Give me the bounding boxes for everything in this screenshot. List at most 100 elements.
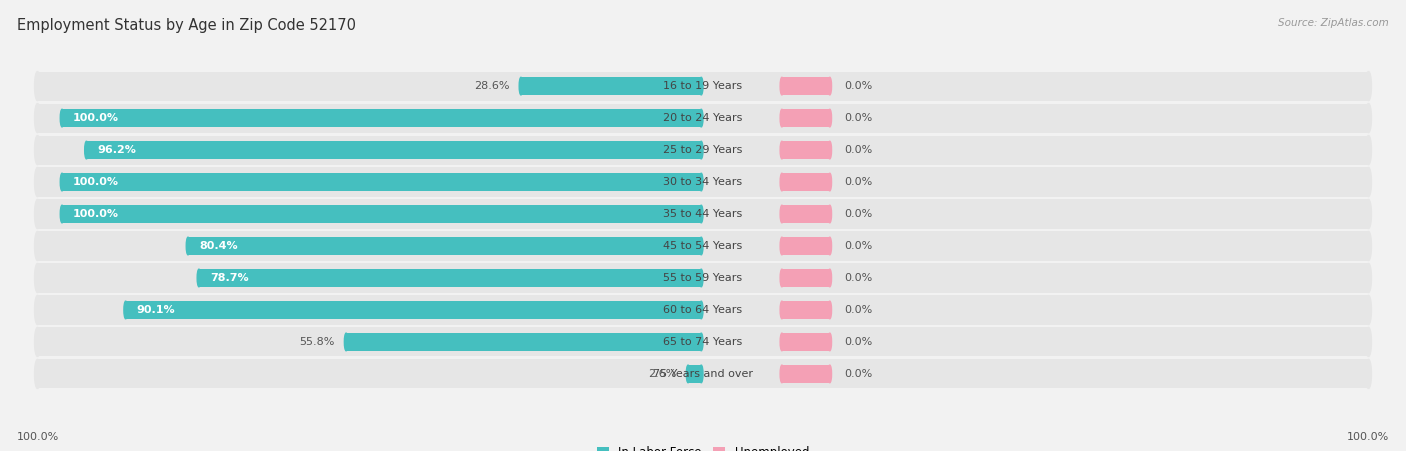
Circle shape [828,333,831,351]
FancyBboxPatch shape [782,333,830,351]
Text: 0.0%: 0.0% [845,369,873,379]
Text: 0.0%: 0.0% [845,305,873,315]
FancyBboxPatch shape [346,333,702,351]
Circle shape [780,237,783,255]
Circle shape [60,109,63,127]
Text: Employment Status by Age in Zip Code 52170: Employment Status by Age in Zip Code 521… [17,18,356,33]
Text: 0.0%: 0.0% [845,209,873,219]
FancyBboxPatch shape [86,141,702,159]
Circle shape [699,141,703,159]
FancyBboxPatch shape [688,365,702,383]
FancyBboxPatch shape [38,231,1368,261]
Circle shape [699,77,703,95]
Text: 0.0%: 0.0% [845,337,873,347]
FancyBboxPatch shape [782,141,830,159]
Text: 65 to 74 Years: 65 to 74 Years [664,337,742,347]
Circle shape [699,109,703,127]
Circle shape [780,269,783,287]
Circle shape [35,231,41,261]
FancyBboxPatch shape [38,263,1368,293]
Circle shape [780,109,783,127]
Circle shape [780,205,783,223]
Circle shape [780,301,783,319]
Text: 0.0%: 0.0% [845,177,873,187]
FancyBboxPatch shape [782,109,830,127]
FancyBboxPatch shape [62,205,702,223]
Circle shape [699,269,703,287]
FancyBboxPatch shape [38,327,1368,356]
Circle shape [124,301,128,319]
Circle shape [828,237,831,255]
Circle shape [84,141,89,159]
Text: 100.0%: 100.0% [1347,432,1389,442]
Circle shape [1365,231,1371,261]
Text: 0.0%: 0.0% [845,273,873,283]
FancyBboxPatch shape [782,301,830,319]
Circle shape [1365,263,1371,293]
Circle shape [699,173,703,191]
Text: 100.0%: 100.0% [73,177,120,187]
Text: 0.0%: 0.0% [845,81,873,91]
Circle shape [35,295,41,325]
Text: 78.7%: 78.7% [209,273,249,283]
Circle shape [35,263,41,293]
Circle shape [1365,359,1371,388]
Text: 0.0%: 0.0% [845,145,873,155]
Circle shape [686,365,690,383]
Circle shape [828,109,831,127]
Circle shape [197,269,201,287]
Circle shape [828,141,831,159]
FancyBboxPatch shape [38,167,1368,197]
Circle shape [780,365,783,383]
FancyBboxPatch shape [125,301,702,319]
Circle shape [828,77,831,95]
FancyBboxPatch shape [38,72,1368,101]
Text: 100.0%: 100.0% [73,209,120,219]
Circle shape [828,269,831,287]
FancyBboxPatch shape [782,173,830,191]
Text: 2.6%: 2.6% [648,369,676,379]
Circle shape [186,237,190,255]
Text: 90.1%: 90.1% [136,305,176,315]
Text: 80.4%: 80.4% [200,241,238,251]
Text: 55 to 59 Years: 55 to 59 Years [664,273,742,283]
Circle shape [60,173,63,191]
Circle shape [699,301,703,319]
FancyBboxPatch shape [38,104,1368,133]
Circle shape [1365,72,1371,101]
Circle shape [780,333,783,351]
Circle shape [1365,135,1371,165]
FancyBboxPatch shape [188,237,702,255]
Circle shape [35,72,41,101]
Text: 60 to 64 Years: 60 to 64 Years [664,305,742,315]
Text: 55.8%: 55.8% [299,337,335,347]
Text: 0.0%: 0.0% [845,241,873,251]
FancyBboxPatch shape [522,77,702,95]
Circle shape [828,205,831,223]
Text: 45 to 54 Years: 45 to 54 Years [664,241,742,251]
FancyBboxPatch shape [198,269,702,287]
Text: 35 to 44 Years: 35 to 44 Years [664,209,742,219]
FancyBboxPatch shape [62,109,702,127]
FancyBboxPatch shape [38,199,1368,229]
FancyBboxPatch shape [38,359,1368,388]
Circle shape [780,173,783,191]
Text: 20 to 24 Years: 20 to 24 Years [664,113,742,123]
Circle shape [699,333,703,351]
Circle shape [699,205,703,223]
FancyBboxPatch shape [782,237,830,255]
FancyBboxPatch shape [782,269,830,287]
Circle shape [828,173,831,191]
Text: 75 Years and over: 75 Years and over [652,369,754,379]
Circle shape [780,77,783,95]
Circle shape [699,365,703,383]
Circle shape [35,199,41,229]
Circle shape [828,365,831,383]
Circle shape [344,333,347,351]
Circle shape [699,237,703,255]
Text: 16 to 19 Years: 16 to 19 Years [664,81,742,91]
Circle shape [1365,327,1371,356]
FancyBboxPatch shape [38,295,1368,325]
Circle shape [1365,295,1371,325]
Legend: In Labor Force, Unemployed: In Labor Force, Unemployed [592,441,814,451]
